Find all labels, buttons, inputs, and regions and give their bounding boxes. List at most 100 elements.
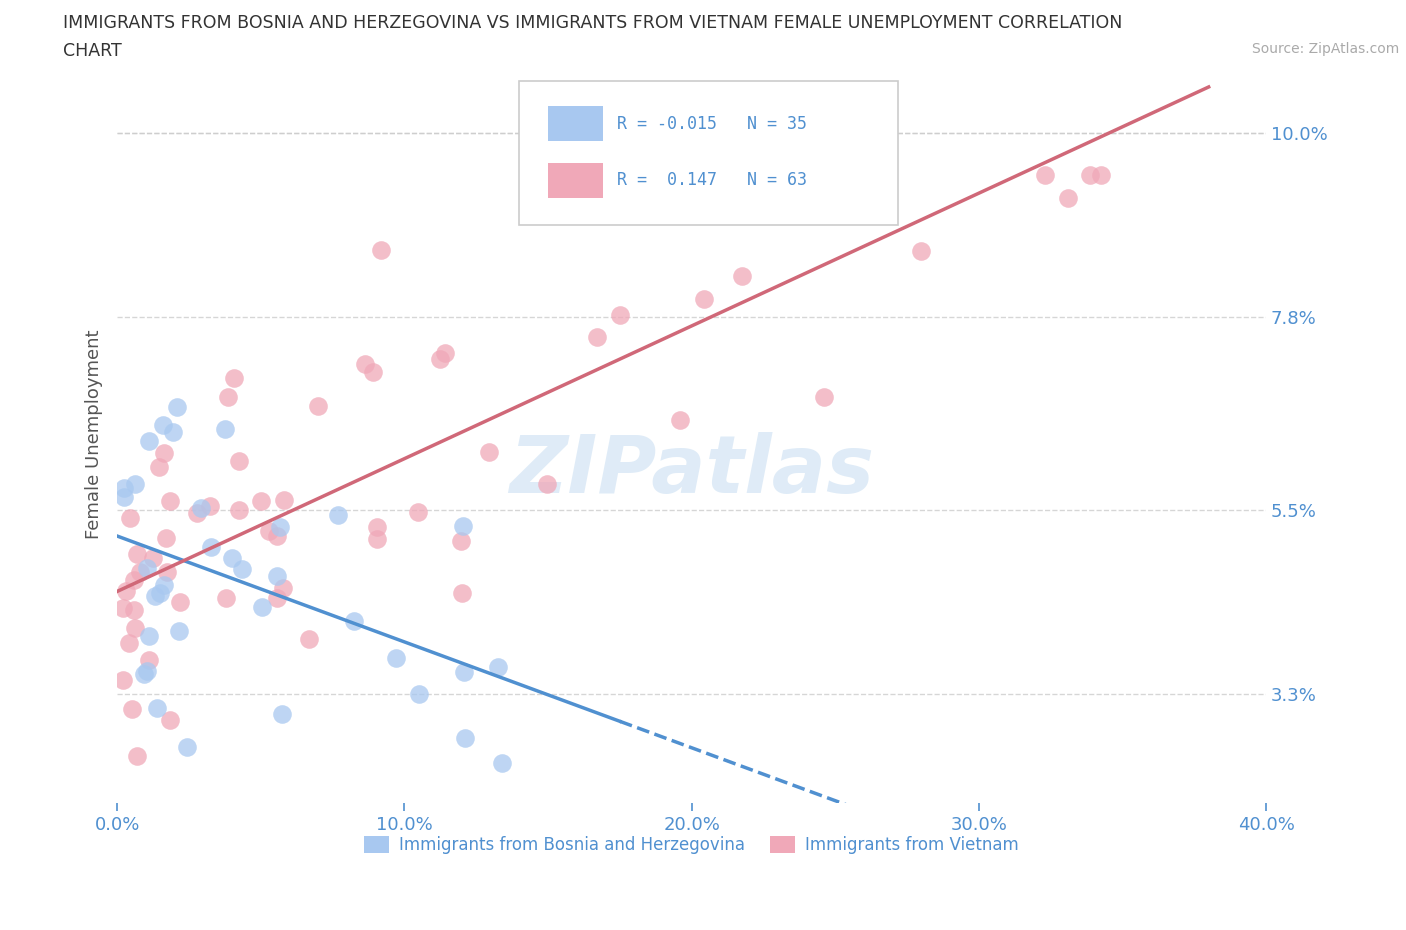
Point (486, 660, 509, 675)
Point (159, 712, 181, 727)
Point (408, 686, 430, 701)
Point (1033, 167, 1056, 182)
Point (354, 356, 377, 371)
Text: CHART: CHART (63, 42, 122, 60)
Point (132, 667, 155, 682)
Point (257, 524, 280, 538)
Point (429, 352, 451, 366)
Point (491, 756, 513, 771)
Point (269, 519, 291, 534)
Point (138, 653, 160, 668)
Point (136, 664, 159, 679)
Point (122, 573, 145, 588)
Point (910, 244, 932, 259)
Point (200, 539, 222, 554)
Point (162, 424, 184, 439)
Point (221, 551, 243, 565)
Point (862, 167, 884, 182)
Point (273, 492, 295, 507)
Point (266, 591, 288, 605)
Point (249, 493, 271, 508)
Point (366, 520, 388, 535)
Point (693, 291, 716, 306)
Text: ZIPatlas: ZIPatlas (509, 432, 875, 511)
Point (136, 561, 159, 576)
Point (148, 586, 170, 601)
Point (138, 629, 160, 644)
Point (118, 635, 141, 650)
Point (731, 268, 754, 283)
Point (155, 530, 177, 545)
Point (366, 531, 388, 546)
Point (872, 167, 894, 182)
Text: R =  0.147   N = 63: R = 0.147 N = 63 (617, 171, 807, 190)
FancyBboxPatch shape (548, 163, 603, 198)
Point (166, 400, 188, 415)
Point (124, 476, 146, 491)
Point (271, 580, 294, 595)
Point (186, 505, 208, 520)
Point (198, 499, 221, 514)
Point (125, 547, 148, 562)
Point (434, 345, 457, 360)
Point (128, 565, 150, 579)
Point (326, 508, 349, 523)
FancyBboxPatch shape (519, 81, 898, 224)
Point (190, 500, 212, 515)
Point (222, 370, 245, 385)
Point (111, 601, 134, 616)
Point (343, 614, 366, 629)
Point (450, 534, 472, 549)
Point (148, 459, 170, 474)
Point (112, 489, 135, 504)
Point (669, 413, 692, 428)
Point (266, 528, 288, 543)
Point (536, 476, 558, 491)
Point (138, 433, 160, 448)
Point (228, 453, 250, 468)
Point (124, 603, 146, 618)
Point (820, 167, 842, 182)
Point (478, 445, 501, 459)
Point (370, 243, 392, 258)
Point (153, 578, 176, 592)
Point (214, 421, 236, 436)
Point (112, 480, 135, 495)
Legend: Immigrants from Bosnia and Herzegovina, Immigrants from Vietnam: Immigrants from Bosnia and Herzegovina, … (357, 830, 1026, 861)
Point (167, 623, 190, 638)
Point (250, 600, 273, 615)
Point (307, 399, 329, 414)
Point (124, 621, 146, 636)
Point (1078, 167, 1101, 182)
Point (176, 739, 198, 754)
Point (152, 418, 174, 432)
Point (121, 702, 143, 717)
Point (146, 701, 169, 716)
Point (153, 445, 176, 460)
Point (453, 730, 475, 745)
Point (453, 664, 475, 679)
Point (266, 568, 288, 583)
FancyBboxPatch shape (548, 106, 603, 141)
Point (813, 390, 835, 405)
Text: IMMIGRANTS FROM BOSNIA AND HERZEGOVINA VS IMMIGRANTS FROM VIETNAM FEMALE UNEMPLO: IMMIGRANTS FROM BOSNIA AND HERZEGOVINA V… (63, 14, 1122, 32)
Point (298, 631, 321, 646)
Point (609, 307, 631, 322)
Point (145, 588, 167, 603)
Point (142, 551, 165, 565)
Y-axis label: Female Unemployment: Female Unemployment (86, 330, 103, 539)
Point (215, 591, 238, 605)
Point (1090, 167, 1112, 182)
Point (217, 390, 239, 405)
Point (169, 594, 191, 609)
Point (384, 651, 406, 666)
Point (451, 518, 474, 533)
Point (406, 504, 429, 519)
Point (159, 493, 181, 508)
Point (112, 672, 135, 687)
Point (228, 503, 250, 518)
Point (156, 565, 179, 579)
Point (361, 365, 384, 379)
Text: R = -0.015   N = 35: R = -0.015 N = 35 (617, 114, 807, 133)
Point (231, 561, 253, 576)
